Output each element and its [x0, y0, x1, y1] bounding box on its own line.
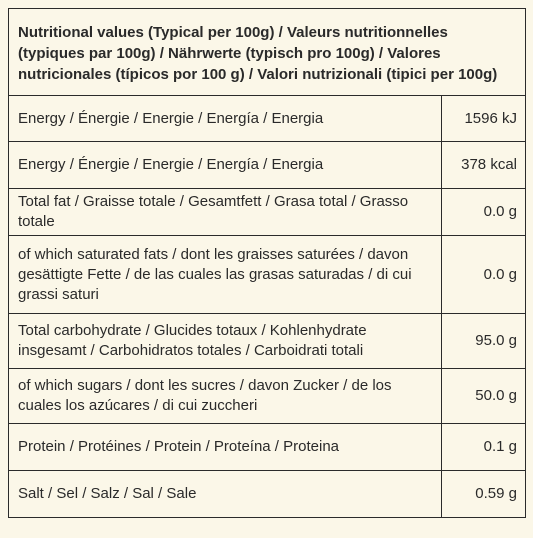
nutrient-label-protein: Protein / Protéines / Protein / Proteína…: [8, 423, 442, 471]
table-title: Nutritional values (Typical per 100g) / …: [8, 8, 526, 96]
nutrient-value-saturated-fat: 0.0 g: [441, 235, 526, 314]
nutrient-label-total-fat: Total fat / Graisse totale / Gesamtfett …: [8, 188, 442, 236]
nutrient-label-sugars: of which sugars / dont les sucres / davo…: [8, 368, 442, 424]
nutrient-value-protein: 0.1 g: [441, 423, 526, 471]
table-row: Protein / Protéines / Protein / Proteína…: [8, 423, 526, 471]
nutrient-label-energy-kj: Energy / Énergie / Energie / Energía / E…: [8, 95, 442, 142]
nutrient-label-salt: Salt / Sel / Salz / Sal / Sale: [8, 470, 442, 518]
nutrient-label-carbohydrate: Total carbohydrate / Glucides totaux / K…: [8, 313, 442, 369]
table-row: of which saturated fats / dont les grais…: [8, 235, 526, 314]
nutrient-value-salt: 0.59 g: [441, 470, 526, 518]
table-row: Salt / Sel / Salz / Sal / Sale 0.59 g: [8, 470, 526, 518]
table-header-row: Nutritional values (Typical per 100g) / …: [8, 8, 526, 96]
table-row: Total fat / Graisse totale / Gesamtfett …: [8, 188, 526, 236]
nutrient-label-saturated-fat: of which saturated fats / dont les grais…: [8, 235, 442, 314]
table-row: Energy / Énergie / Energie / Energía / E…: [8, 95, 526, 142]
nutrient-value-carbohydrate: 95.0 g: [441, 313, 526, 369]
nutrient-value-energy-kj: 1596 kJ: [441, 95, 526, 142]
table-row: Total carbohydrate / Glucides totaux / K…: [8, 313, 526, 369]
table-row: Energy / Énergie / Energie / Energía / E…: [8, 141, 526, 189]
nutrition-table: Nutritional values (Typical per 100g) / …: [8, 8, 526, 518]
nutrient-value-energy-kcal: 378 kcal: [441, 141, 526, 189]
table-row: of which sugars / dont les sucres / davo…: [8, 368, 526, 424]
nutrient-value-sugars: 50.0 g: [441, 368, 526, 424]
nutrient-value-total-fat: 0.0 g: [441, 188, 526, 236]
nutrient-label-energy-kcal: Energy / Énergie / Energie / Energía / E…: [8, 141, 442, 189]
